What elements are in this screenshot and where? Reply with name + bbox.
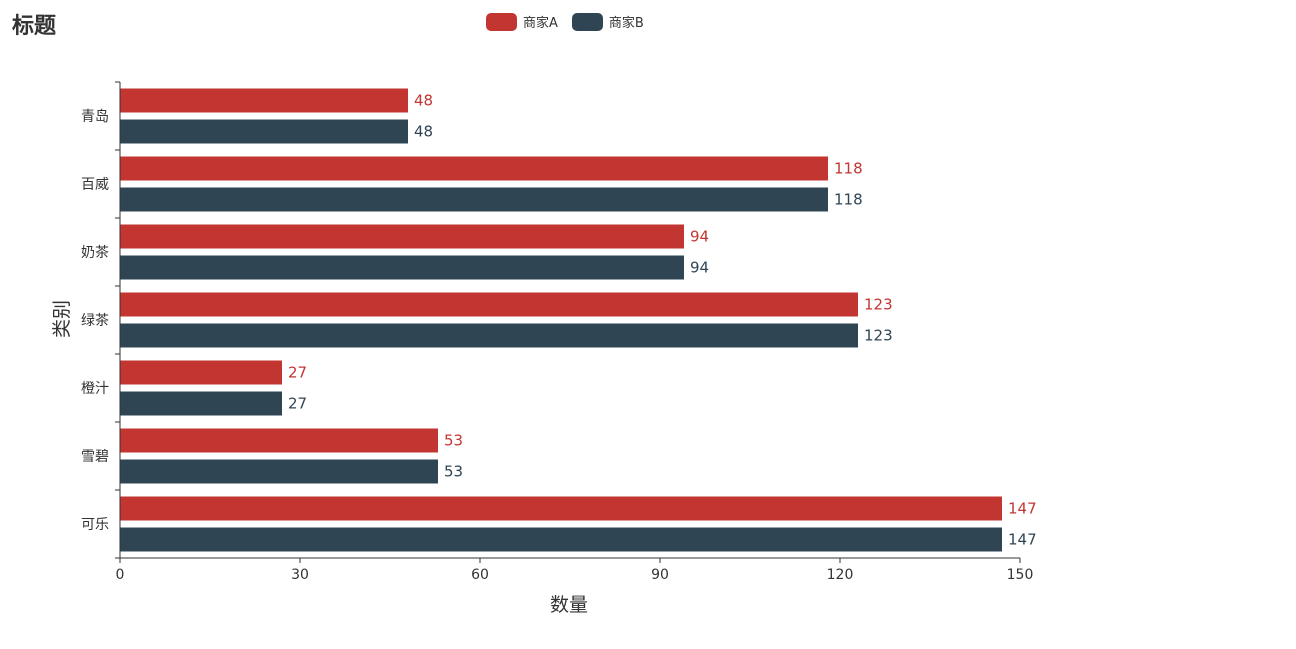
legend-item-series-a[interactable]: 商家A <box>486 12 558 31</box>
legend-swatch-series-a <box>486 12 517 31</box>
data-label-series-b-2: 27 <box>288 395 307 413</box>
x-axis-title: 数量 <box>550 594 588 616</box>
data-label-series-a-4: 94 <box>690 228 709 246</box>
legend-label-series-b: 商家B <box>608 16 644 31</box>
data-label-series-b-1: 53 <box>444 463 463 481</box>
data-label-series-b-4: 94 <box>690 259 709 277</box>
bar-series-a-3[interactable] <box>120 292 858 317</box>
axes-layer: 可乐 雪碧 橙汁 绿茶 奶茶 百威 青岛 0 30 60 90 120 150 <box>81 81 1034 583</box>
y-tick-label-4: 奶茶 <box>81 245 109 261</box>
legend: 商家A 商家B <box>486 12 658 31</box>
bar-series-b-3[interactable] <box>120 323 858 348</box>
bar-series-a-2[interactable] <box>120 360 282 385</box>
data-label-series-a-1: 53 <box>444 432 463 450</box>
data-label-series-a-5: 118 <box>834 160 863 178</box>
y-tick-label-0: 可乐 <box>81 517 109 533</box>
data-label-series-b-0: 147 <box>1008 531 1037 549</box>
data-label-series-a-0: 147 <box>1008 500 1037 518</box>
bar-series-b-2[interactable] <box>120 391 282 416</box>
x-tick-label-0: 0 <box>116 567 125 583</box>
bar-series-b-5[interactable] <box>120 187 828 212</box>
y-tick-label-2: 橙汁 <box>81 381 109 397</box>
bar-series-a-0[interactable] <box>120 496 1002 521</box>
bar-series-a-5[interactable] <box>120 156 828 181</box>
y-tick-label-5: 百威 <box>81 177 109 193</box>
data-label-series-a-3: 123 <box>864 296 893 314</box>
y-tick-label-3: 绿茶 <box>81 313 109 329</box>
chart-title: 标题 <box>12 14 57 39</box>
x-tick-label-5: 150 <box>1007 567 1034 583</box>
data-label-series-a-6: 48 <box>414 92 433 110</box>
data-label-series-b-3: 123 <box>864 327 893 345</box>
y-axis-title: 类别 <box>51 300 73 338</box>
x-tick-label-4: 120 <box>827 567 854 583</box>
bar-series-b-6[interactable] <box>120 119 408 144</box>
bar-series-a-1[interactable] <box>120 428 438 453</box>
y-tick-label-6: 青岛 <box>81 109 109 125</box>
legend-swatch-series-b <box>571 12 603 31</box>
data-label-series-a-2: 27 <box>288 364 307 382</box>
bar-series-b-0[interactable] <box>120 527 1002 552</box>
x-tick-label-3: 90 <box>651 567 669 583</box>
legend-item-series-b[interactable]: 商家B <box>571 12 644 31</box>
x-tick-label-2: 60 <box>471 567 489 583</box>
x-tick-label-1: 30 <box>291 567 309 583</box>
legend-label-series-a: 商家A <box>523 16 558 31</box>
bar-series-b-1[interactable] <box>120 459 438 484</box>
bar-series-a-6[interactable] <box>120 88 408 113</box>
data-label-series-b-5: 118 <box>834 191 863 209</box>
bars-layer: 147 147 53 53 27 27 123 123 94 94 118 118 48 48 <box>120 88 1037 552</box>
bar-series-b-4[interactable] <box>120 255 684 280</box>
data-label-series-b-6: 48 <box>414 123 433 141</box>
y-tick-label-1: 雪碧 <box>81 449 109 465</box>
bar-series-a-4[interactable] <box>120 224 684 249</box>
